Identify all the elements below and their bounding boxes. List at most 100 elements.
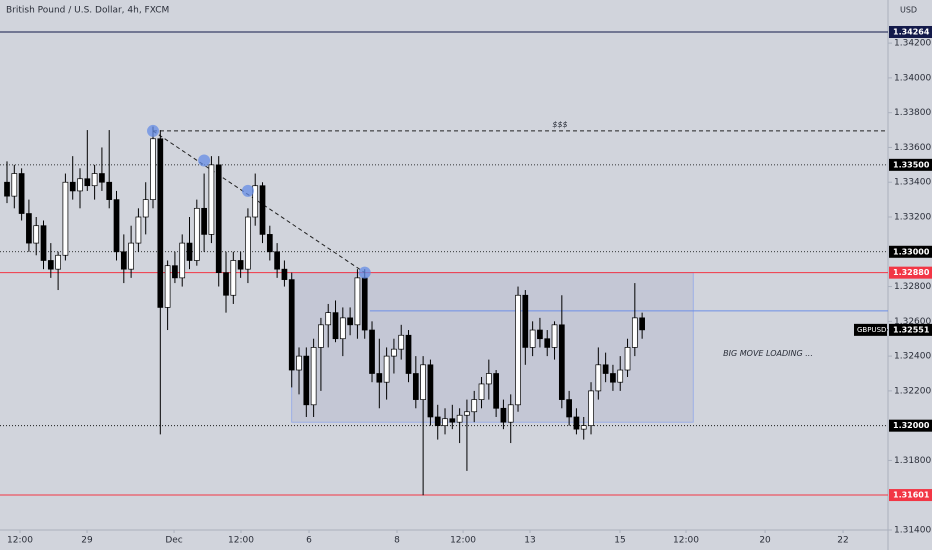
candle-body xyxy=(179,242,186,279)
symbol-label-bg xyxy=(854,323,887,336)
x-tick-label: 15 xyxy=(614,536,625,546)
price-level-label-bg xyxy=(889,419,932,432)
candle-body xyxy=(573,416,580,430)
candle-body xyxy=(47,260,54,270)
candle-body xyxy=(412,373,419,400)
x-tick-label: 29 xyxy=(81,536,93,546)
y-tick-label: 1.33400 xyxy=(894,178,931,188)
candle-body xyxy=(40,225,47,261)
candle-body xyxy=(471,399,478,413)
candle-body xyxy=(427,364,434,418)
candle-body xyxy=(332,312,339,340)
touch-point xyxy=(241,184,254,197)
candle-body xyxy=(558,324,565,400)
candle-body xyxy=(449,418,456,423)
y-tick-label: 1.34000 xyxy=(894,73,931,83)
y-tick-label: 1.31800 xyxy=(894,456,931,466)
x-tick-label: Dec xyxy=(165,536,182,546)
x-tick-label: 6 xyxy=(306,536,312,546)
candle-body xyxy=(201,207,207,235)
candle-body xyxy=(62,181,69,256)
candle-body xyxy=(478,383,485,400)
candle-body xyxy=(383,355,390,383)
candle-body xyxy=(157,138,164,308)
y-tick-label: 1.32200 xyxy=(894,386,931,396)
y-tick-label: 1.34200 xyxy=(894,39,931,49)
candle-body xyxy=(610,373,616,383)
candle-body xyxy=(595,364,602,392)
candle-body xyxy=(580,425,587,430)
candle-body xyxy=(223,272,229,296)
y-tick-label: 1.33800 xyxy=(894,108,931,118)
candle-body xyxy=(485,373,492,385)
candle-body xyxy=(120,251,127,270)
candle-body xyxy=(434,416,441,427)
candle-body xyxy=(142,199,149,218)
price-level-label: 1.34264 xyxy=(893,27,930,36)
candle-body xyxy=(55,254,61,270)
candle-body xyxy=(617,369,624,383)
candle-body xyxy=(106,181,113,200)
y-tick-label: 1.33200 xyxy=(894,213,931,223)
candle-body xyxy=(274,251,280,270)
x-tick-label: 12:00 xyxy=(450,536,476,546)
candle-body xyxy=(259,185,266,235)
currency: USD xyxy=(900,6,917,15)
touch-point xyxy=(358,266,371,279)
touch-point xyxy=(147,124,160,137)
candle-body xyxy=(193,207,200,261)
candle-body xyxy=(391,348,397,357)
price-level-label: 1.32880 xyxy=(893,268,930,277)
price-level-label-bg xyxy=(889,158,932,171)
candle-body xyxy=(230,260,237,296)
candle-body xyxy=(354,277,361,326)
price-level-label-bg xyxy=(889,489,932,502)
candle-body xyxy=(361,277,368,331)
candle-body xyxy=(135,216,142,244)
x-tick-label: 22 xyxy=(837,536,848,546)
candle-body xyxy=(310,347,317,406)
candle-body xyxy=(245,216,251,270)
last-price-label-bg xyxy=(889,323,932,336)
candle-body xyxy=(464,411,470,416)
price-level-label-bg xyxy=(889,25,932,38)
x-tick-label: 8 xyxy=(394,536,400,546)
candle-body xyxy=(631,317,638,348)
candle-body xyxy=(339,317,346,340)
candle-body xyxy=(281,268,288,280)
x-tick-label: 12:00 xyxy=(228,536,254,546)
candle-body xyxy=(500,407,507,423)
candle-body xyxy=(208,164,215,235)
candle-body xyxy=(91,173,98,187)
candle-body xyxy=(99,173,105,183)
candle-body xyxy=(215,164,222,274)
candle-body xyxy=(442,418,448,427)
x-tick-label: 13 xyxy=(524,536,535,546)
candle-body xyxy=(252,185,259,218)
x-tick-label: 12:00 xyxy=(7,536,33,546)
candle-body xyxy=(398,334,405,350)
candle-body xyxy=(456,414,463,423)
y-tick-label: 1.31400 xyxy=(894,526,931,536)
candle-body xyxy=(128,242,134,270)
candle-body xyxy=(529,329,536,348)
candle-body xyxy=(537,329,543,340)
candle-body xyxy=(266,234,273,253)
candle-body xyxy=(507,404,514,423)
candle-body xyxy=(405,334,412,374)
trendline xyxy=(152,130,365,274)
symbol-label: GBPUSD xyxy=(857,326,886,334)
candle-body xyxy=(588,390,594,427)
candle-body xyxy=(84,178,91,187)
candle-body xyxy=(18,173,25,214)
last-price-label: 1.32551 xyxy=(893,325,930,334)
candle-body xyxy=(303,355,310,406)
candle-body xyxy=(376,373,383,383)
y-tick-label: 1.33600 xyxy=(894,143,931,153)
candle-body xyxy=(288,279,295,371)
candle-body xyxy=(639,317,645,331)
candle-body xyxy=(420,364,426,400)
candle-body xyxy=(325,312,332,326)
candle-body xyxy=(566,399,572,418)
